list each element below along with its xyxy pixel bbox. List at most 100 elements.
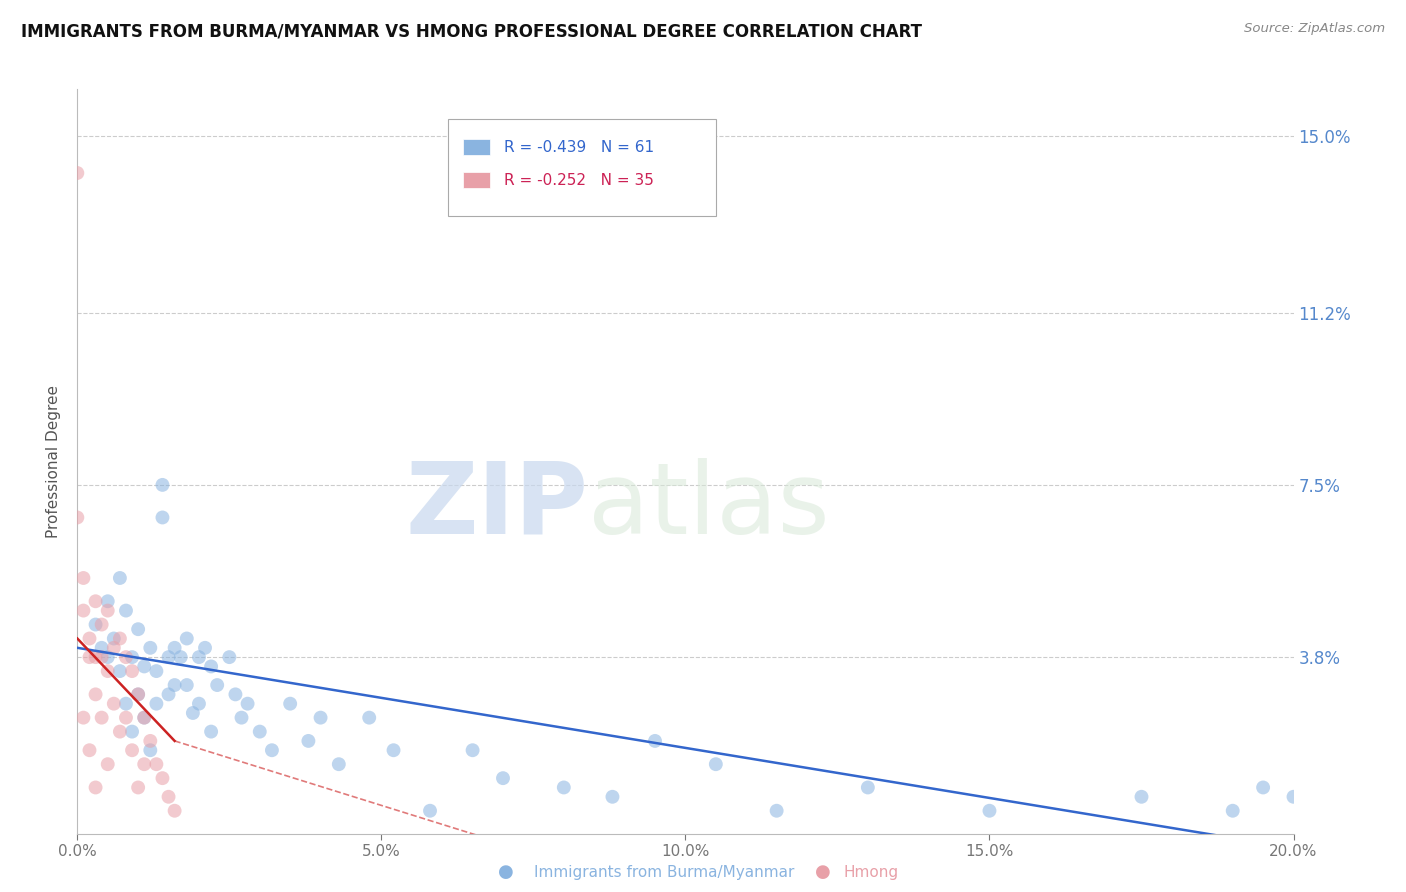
Point [103,632,125,646]
Point [121,650,143,665]
Point [152,771,174,785]
Point [84,780,107,795]
Point [108,664,131,678]
Point [103,697,125,711]
Point [84,594,107,608]
Point [139,743,162,757]
Text: ●: ● [498,863,515,881]
Point [553,780,575,795]
Point [66,510,89,524]
Text: atlas: atlas [588,458,830,555]
Point [1222,804,1244,818]
Point [205,678,228,692]
Text: Hmong: Hmong [844,865,898,880]
Point [145,757,167,772]
Point [152,510,174,524]
Point [139,734,162,748]
Point [127,780,149,795]
Point [108,632,131,646]
Text: R = -0.252   N = 35: R = -0.252 N = 35 [505,172,654,187]
Point [97,603,120,617]
Point [419,804,441,818]
Point [134,711,156,725]
Point [108,571,131,585]
Point [157,650,180,665]
Point [181,706,204,720]
Point [84,650,107,665]
Point [163,678,186,692]
Point [644,734,666,748]
Point [84,617,107,632]
Point [97,650,120,665]
Text: IMMIGRANTS FROM BURMA/MYANMAR VS HMONG PROFESSIONAL DEGREE CORRELATION CHART: IMMIGRANTS FROM BURMA/MYANMAR VS HMONG P… [21,22,922,40]
Point [90,650,112,665]
Point [297,734,319,748]
Point [97,594,120,608]
Point [90,711,112,725]
Point [84,687,107,701]
Point [461,743,484,757]
Point [157,789,180,804]
FancyBboxPatch shape [463,172,489,188]
Point [1251,780,1274,795]
Point [121,664,143,678]
Point [278,697,301,711]
Point [127,687,149,701]
Point [176,632,198,646]
FancyBboxPatch shape [463,139,489,155]
Point [79,743,101,757]
Y-axis label: Professional Degree: Professional Degree [46,385,62,538]
Point [704,757,727,772]
Point [382,743,405,757]
Point [359,711,381,725]
Text: Immigrants from Burma/Myanmar: Immigrants from Burma/Myanmar [534,865,794,880]
Point [108,724,131,739]
Point [1282,789,1305,804]
Point [249,724,271,739]
FancyBboxPatch shape [449,119,716,216]
Point [218,650,240,665]
Point [152,478,174,492]
Point [66,166,89,180]
Point [79,632,101,646]
Point [115,697,138,711]
Point [200,659,222,673]
Point [176,678,198,692]
Point [90,617,112,632]
Point [115,711,138,725]
Point [188,697,211,711]
Point [1130,789,1153,804]
Text: Source: ZipAtlas.com: Source: ZipAtlas.com [1244,22,1385,36]
Point [200,724,222,739]
Text: ZIP: ZIP [405,458,588,555]
Point [224,687,246,701]
Point [170,650,193,665]
Point [145,697,167,711]
Point [188,650,211,665]
Point [134,757,156,772]
Point [72,711,94,725]
Point [103,640,125,655]
Point [194,640,217,655]
Point [157,687,180,701]
Point [127,622,149,636]
Point [72,571,94,585]
Point [231,711,253,725]
Point [309,711,332,725]
Point [90,640,112,655]
Point [163,640,186,655]
Text: ●: ● [814,863,831,881]
Point [115,603,138,617]
Point [765,804,787,818]
Point [856,780,879,795]
Point [139,640,162,655]
Text: R = -0.439   N = 61: R = -0.439 N = 61 [505,140,654,155]
Point [145,664,167,678]
Point [134,659,156,673]
Point [134,711,156,725]
Point [72,603,94,617]
Point [979,804,1001,818]
Point [127,687,149,701]
Point [236,697,259,711]
Point [260,743,283,757]
